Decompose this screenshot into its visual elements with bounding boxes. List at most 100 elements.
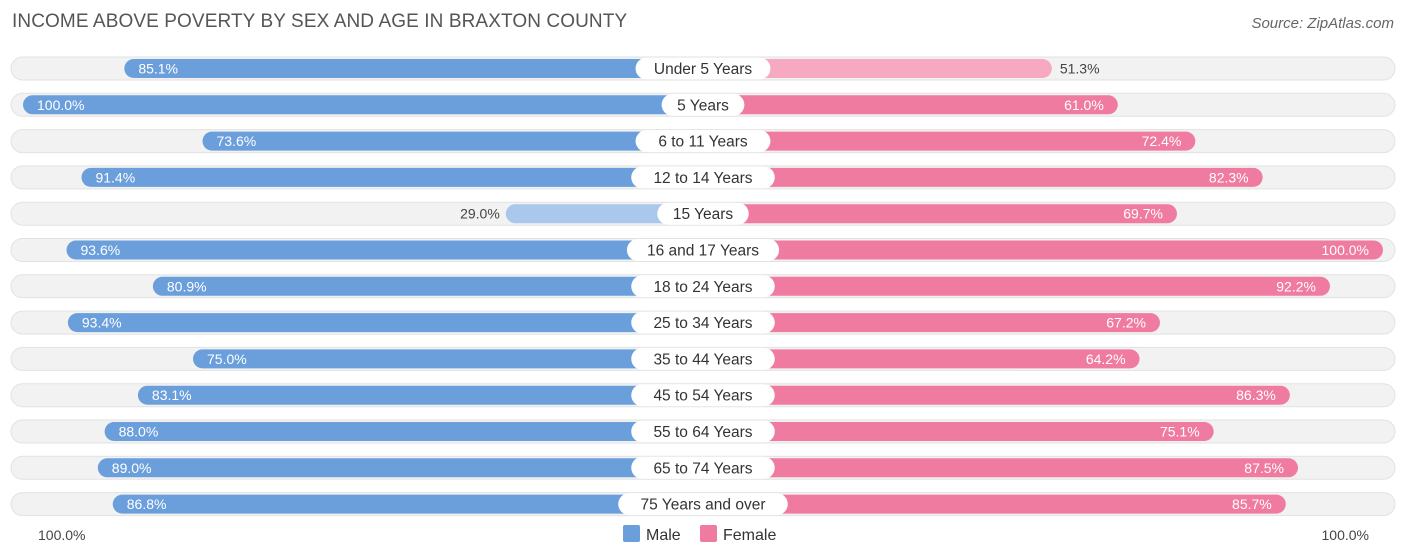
female-value-label: 61.0% <box>1064 97 1104 113</box>
female-value-label: 92.2% <box>1276 278 1316 294</box>
female-bar <box>703 95 1118 115</box>
chart-title: INCOME ABOVE POVERTY BY SEX AND AGE IN B… <box>12 11 628 32</box>
chart-row: 75 Years and over 86.8% 85.7% <box>10 492 1396 517</box>
female-bar <box>703 59 1052 78</box>
female-value-label: 67.2% <box>1106 315 1146 331</box>
chart-row: 65 to 74 Years 89.0% 87.5% <box>10 455 1396 480</box>
category-label: Under 5 Years <box>654 61 752 78</box>
chart-rows: Under 5 Years 85.1% 51.3% 5 Years 100.0% 61.0… <box>10 56 1396 517</box>
chart-row: 25 to 34 Years 93.4% 67.2% <box>10 310 1396 335</box>
female-bar <box>703 349 1140 369</box>
male-bar <box>23 95 703 115</box>
female-value-label: 51.3% <box>1060 61 1100 77</box>
female-value-label: 100.0% <box>1322 242 1369 258</box>
axis-right-label: 100.0% <box>1322 527 1369 543</box>
female-value-label: 69.7% <box>1123 206 1163 222</box>
female-value-label: 87.5% <box>1244 460 1284 476</box>
category-label-pill <box>631 166 775 189</box>
category-label-pill <box>661 93 745 116</box>
category-label: 35 to 44 Years <box>653 351 752 368</box>
category-label: 6 to 11 Years <box>658 134 748 151</box>
male-value-label: 93.6% <box>81 242 121 258</box>
category-label: 65 to 74 Years <box>653 460 752 477</box>
chart-row: 18 to 24 Years 80.9% 92.2% <box>10 274 1396 299</box>
female-value-label: 86.3% <box>1236 387 1276 403</box>
axis-left-label: 100.0% <box>38 527 85 543</box>
chart-row: Under 5 Years 85.1% 51.3% <box>10 56 1396 81</box>
legend: Male Female <box>623 525 776 544</box>
chart-row: 5 Years 100.0% 61.0% <box>10 92 1396 117</box>
chart-row: 35 to 44 Years 75.0% 64.2% <box>10 346 1396 371</box>
male-bar <box>193 349 703 369</box>
female-bar <box>703 422 1214 441</box>
category-label-pill <box>631 420 775 443</box>
category-label-pill <box>626 239 780 261</box>
category-label-pill <box>635 57 771 80</box>
category-label: 75 Years and over <box>641 497 766 514</box>
category-label: 16 and 17 Years <box>647 243 759 260</box>
category-label: 15 Years <box>673 206 734 223</box>
female-bar <box>703 313 1160 333</box>
female-bar <box>703 494 1286 514</box>
category-label: 18 to 24 Years <box>653 279 752 296</box>
female-value-label: 72.4% <box>1142 133 1182 149</box>
male-value-label: 73.6% <box>217 133 257 149</box>
female-value-label: 85.7% <box>1232 496 1272 512</box>
male-bar <box>112 494 703 514</box>
chart-row: 45 to 54 Years 83.1% 86.3% <box>10 383 1396 408</box>
male-value-label: 88.0% <box>119 424 159 440</box>
male-value-label: 89.0% <box>112 460 152 476</box>
legend-female-label: Female <box>723 527 776 544</box>
legend-male-swatch <box>623 525 640 542</box>
category-label-pill <box>631 384 775 407</box>
male-value-label: 86.8% <box>127 496 167 512</box>
category-label-pill <box>631 456 775 479</box>
male-value-label: 29.0% <box>460 206 500 222</box>
category-label: 25 to 34 Years <box>653 315 752 332</box>
male-bar <box>137 385 704 405</box>
female-bar <box>703 276 1330 296</box>
female-bar <box>703 458 1298 478</box>
male-value-label: 75.0% <box>207 351 247 367</box>
category-label-pill <box>618 493 788 516</box>
category-label: 45 to 54 Years <box>653 388 752 405</box>
male-bar <box>67 313 703 333</box>
category-label-pill <box>657 202 749 225</box>
male-bar <box>124 59 703 78</box>
male-bar <box>97 458 704 478</box>
male-bar <box>81 167 704 187</box>
female-bar <box>703 240 1383 260</box>
legend-female-swatch <box>700 525 717 542</box>
chart-row: 16 and 17 Years 93.6% 100.0% <box>10 238 1396 262</box>
male-value-label: 85.1% <box>138 61 178 77</box>
legend-male-label: Male <box>646 527 681 544</box>
category-label: 5 Years <box>677 97 729 114</box>
female-bar <box>703 385 1290 405</box>
category-label: 12 to 14 Years <box>653 170 752 187</box>
male-value-label: 91.4% <box>95 169 135 185</box>
chart-row: 6 to 11 Years 73.6% 72.4% <box>10 129 1396 154</box>
male-value-label: 80.9% <box>167 278 207 294</box>
male-bar <box>104 422 704 441</box>
category-label-pill <box>631 311 775 334</box>
male-value-label: 83.1% <box>152 387 192 403</box>
male-value-label: 100.0% <box>37 97 84 113</box>
category-label-pill <box>635 130 771 153</box>
chart-row: 15 Years 29.0% 69.7% <box>10 201 1396 226</box>
female-value-label: 64.2% <box>1086 351 1126 367</box>
male-bar <box>505 204 703 224</box>
chart-row: 55 to 64 Years 88.0% 75.1% <box>10 419 1396 444</box>
female-bar <box>703 131 1196 151</box>
male-bar <box>202 131 703 151</box>
chart-row: 12 to 14 Years 91.4% 82.3% <box>10 165 1396 190</box>
female-bar <box>703 167 1263 187</box>
category-label-pill <box>631 347 775 370</box>
female-bar <box>703 204 1177 224</box>
chart-source: Source: ZipAtlas.com <box>1251 15 1394 32</box>
female-value-label: 75.1% <box>1160 424 1200 440</box>
female-value-label: 82.3% <box>1209 169 1249 185</box>
male-bar <box>66 240 703 260</box>
male-bar <box>152 276 703 296</box>
category-label-pill <box>631 275 775 298</box>
